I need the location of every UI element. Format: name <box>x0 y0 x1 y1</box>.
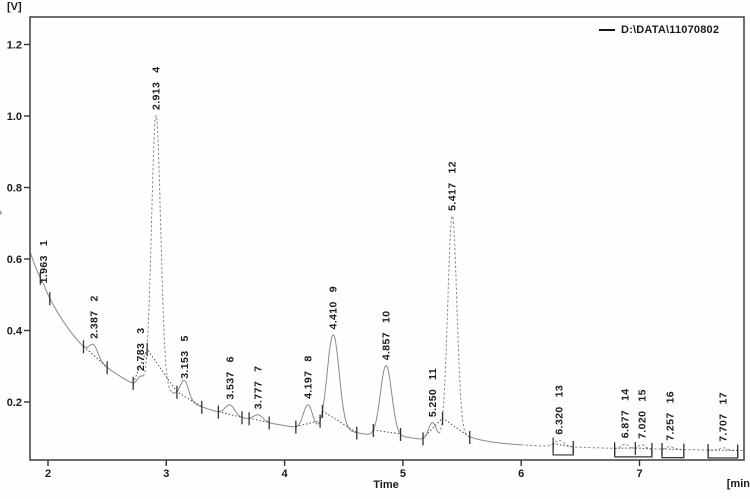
trace-solid-segment <box>467 435 521 446</box>
peak-label-1: 1.9631 <box>38 240 50 284</box>
trace-dashed-segment <box>438 215 468 437</box>
y-axis-unit-label: [V] <box>7 1 22 13</box>
integration-baseline <box>553 443 574 448</box>
peak-label-12: 5.41712 <box>447 161 459 211</box>
peak-label-10: 4.85710 <box>381 311 393 361</box>
peak-label-3: 2.7833 <box>135 327 147 371</box>
peak-label-6: 3.5376 <box>224 356 236 400</box>
peak-label-8: 4.1978 <box>302 355 314 399</box>
integration-bracket <box>707 450 739 459</box>
x-tick-label-2: 2 <box>45 468 51 480</box>
integration-baseline <box>218 411 243 418</box>
integration-baseline <box>373 429 401 435</box>
x-axis-title: Time <box>373 479 399 491</box>
peak-label-2: 2.3872 <box>88 295 100 339</box>
peak-label-4: 2.9134 <box>151 66 163 110</box>
y-tick-label-0.6: 0.6 <box>7 254 22 266</box>
x-tick-label-3: 3 <box>163 468 169 480</box>
y-tick-label-1.2: 1.2 <box>7 40 22 52</box>
y-tick-label-0.4: 0.4 <box>7 326 23 338</box>
legend-line-sample <box>599 29 615 31</box>
peak-label-5: 3.1535 <box>179 335 191 379</box>
peak-label-7: 3.7777 <box>253 366 265 410</box>
y-axis-title: Voltage <box>0 204 2 240</box>
y-tick-label-0.2: 0.2 <box>7 397 22 409</box>
y-tick-label-1.0: 1.0 <box>7 111 22 123</box>
trace-solid-segment <box>29 252 143 384</box>
integration-bracket <box>614 448 653 458</box>
x-tick-label-4: 4 <box>282 468 289 480</box>
integration-baseline <box>614 447 652 450</box>
peak-label-16: 7.25716 <box>664 391 676 441</box>
x-tick-label-5: 5 <box>400 468 406 480</box>
trace-solid-segment <box>171 334 439 440</box>
legend: D:\DATA\11070802 <box>599 24 719 36</box>
integration-bracket <box>552 443 574 456</box>
integration-baseline <box>322 410 358 434</box>
integration-baseline <box>295 420 321 428</box>
trace-dashed-segment <box>521 440 744 451</box>
integration-bracket <box>661 449 685 459</box>
plot-frame <box>29 16 745 461</box>
peak-label-15: 7.02015 <box>636 389 648 439</box>
peak-label-11: 5.25011 <box>427 368 439 417</box>
x-axis-unit-label: [min <box>726 478 750 490</box>
legend-series-label: D:\DATA\11070802 <box>621 24 720 36</box>
integration-baseline <box>132 347 203 408</box>
peak-label-14: 6.87714 <box>619 388 631 438</box>
peak-label-9: 4.4109 <box>328 286 340 330</box>
x-tick-label-7: 7 <box>636 468 642 480</box>
x-tick-label-6: 6 <box>518 468 524 480</box>
peak-label-17: 7.70717 <box>718 392 730 442</box>
y-tick-label-0.8: 0.8 <box>7 183 22 195</box>
peak-label-13: 6.32013 <box>554 385 566 435</box>
integration-baseline <box>661 448 684 451</box>
